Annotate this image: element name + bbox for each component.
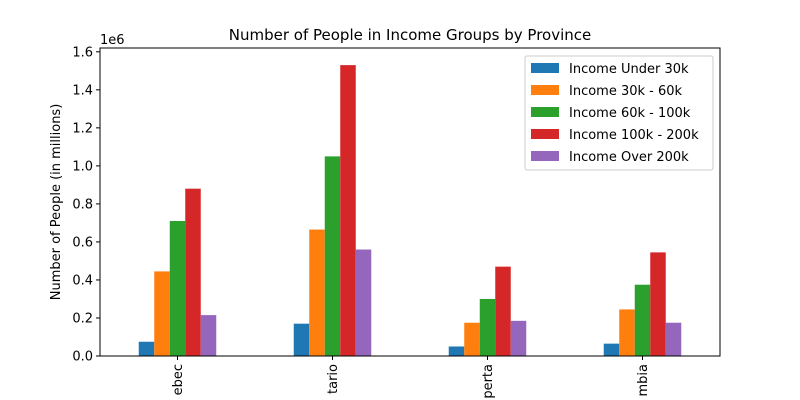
x-axis: ebec tario perta mbia [171, 356, 651, 399]
y-tick-label: 0.4 [72, 273, 93, 288]
legend-entry: Income Over 200k [569, 150, 689, 165]
x-tick-label: ebec [171, 364, 186, 395]
y-tick-label: 0.6 [72, 235, 93, 250]
y-tick-label: 1.4 [72, 83, 93, 98]
bar-4-1 [185, 188, 201, 356]
y-axis-label: Number of People (in millions) [49, 104, 64, 301]
y-axis-offset-label: 1e6 [100, 33, 125, 48]
legend-swatch [531, 151, 559, 161]
bar-5-4 [665, 322, 682, 356]
bar-3-4 [634, 284, 651, 356]
bar-1-2 [293, 323, 310, 356]
x-tick-label: perta [481, 364, 496, 399]
legend-entry: Income 100k - 200k [569, 128, 699, 143]
chart-title: Number of People in Income Groups by Pro… [229, 26, 592, 44]
bar-2-1 [154, 271, 170, 356]
legend-frame [524, 55, 714, 171]
bar-2-2 [309, 229, 325, 356]
y-tick-label: 0.0 [72, 350, 93, 365]
bar-5-2 [355, 249, 372, 356]
bars-group [138, 65, 682, 357]
bar-1-1 [138, 341, 155, 356]
x-tick-label: tario [326, 364, 341, 394]
bar-1-4 [603, 343, 620, 356]
legend: Income Under 30k Income 30k - 60k Income 6… [524, 55, 714, 171]
y-tick-label: 1.6 [72, 45, 93, 60]
legend-swatch [531, 129, 559, 139]
bar-5-3 [510, 320, 527, 356]
bar-3-2 [324, 156, 341, 356]
bar-4-4 [650, 252, 666, 356]
bar-3-1 [169, 221, 186, 356]
x-tick-label: mbia [636, 364, 651, 397]
y-tick-label: 0.2 [72, 311, 93, 326]
legend-swatch [531, 85, 559, 95]
y-tick-label: 1.2 [72, 121, 93, 136]
bar-4-2 [340, 65, 356, 357]
legend-entry: Income 60k - 100k [569, 106, 691, 121]
bar-5-1 [200, 315, 217, 356]
y-tick-label: 1.0 [72, 159, 93, 174]
plot-frame [99, 47, 721, 357]
bar-2-3 [464, 322, 480, 356]
legend-swatch [531, 63, 559, 73]
bar-1-3 [448, 346, 465, 356]
legend-entry: Income Under 30k [569, 62, 689, 77]
y-tick-label: 0.8 [72, 197, 93, 212]
legend-swatch [531, 107, 559, 117]
bar-2-4 [619, 309, 635, 356]
legend-entry: Income 30k - 60k [569, 84, 683, 99]
bar-3-3 [479, 298, 496, 356]
bar-4-3 [495, 266, 511, 356]
y-axis: 0.0 0.2 0.4 0.6 0.8 1.0 1.2 1.4 1.6 [72, 45, 100, 365]
